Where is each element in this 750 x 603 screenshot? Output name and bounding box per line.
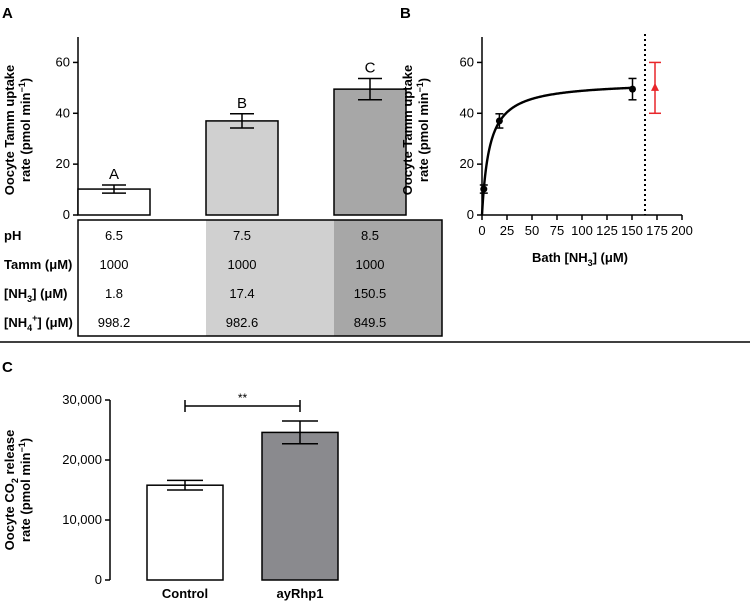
panel-b-y-tick-label: 20 bbox=[460, 156, 474, 171]
panel-b-x-tick-label: 25 bbox=[500, 223, 514, 238]
panel-c-y-tick-label: 30,000 bbox=[62, 392, 102, 407]
panel-a-y-tick-label: 40 bbox=[56, 105, 70, 120]
panel-a-table-cell: 1.8 bbox=[105, 286, 123, 301]
panel-c-ylabel-line2: rate (pmol min−1) bbox=[17, 438, 33, 542]
panel-a-y-tick-label: 20 bbox=[56, 156, 70, 171]
panel-a-bar bbox=[333, 88, 407, 216]
panel-a-table-cell: 150.5 bbox=[354, 286, 387, 301]
panel-c-chart: Oocyte CO2 release rate (pmol min−1) 0 10… bbox=[2, 391, 339, 601]
panel-a-table-cell: 1000 bbox=[100, 257, 129, 272]
panel-b-red-marker bbox=[651, 82, 659, 91]
panel-b-x-tick-label: 150 bbox=[621, 223, 643, 238]
panel-b-data-point bbox=[629, 85, 636, 93]
panel-b-data-point bbox=[480, 185, 488, 193]
panel-b-x-tick-label: 0 bbox=[478, 223, 485, 238]
panel-b-x-tick-label: 75 bbox=[550, 223, 564, 238]
panel-a-table-column-shade bbox=[78, 220, 206, 336]
panel-a-table-cell: 1000 bbox=[228, 257, 257, 272]
panel-a-bar-letter: B bbox=[237, 95, 247, 112]
panel-b-ylabel-line1: Oocyte Tamm uptake bbox=[400, 65, 415, 196]
panel-b-ylabel-line2: rate (pmol min−1) bbox=[415, 78, 431, 182]
panel-b-x-tick-label: 50 bbox=[525, 223, 539, 238]
panel-c-significance-label: ** bbox=[238, 391, 248, 405]
panel-a-y-tick-label: 60 bbox=[56, 54, 70, 69]
panel-b-x-tick-label: 175 bbox=[646, 223, 668, 238]
panel-a-table-cell: 1000 bbox=[356, 257, 385, 272]
panel-b-fit-curve bbox=[480, 86, 633, 216]
panel-b-plot-area: 0 20 40 60 0 25 50 75 100 125 150 175 200 bbox=[460, 34, 693, 238]
panel-a-table-row-label: [NH4+] (μM) bbox=[4, 313, 73, 333]
panel-c-bar bbox=[261, 431, 339, 581]
panel-c-bar bbox=[146, 484, 224, 581]
panel-a-table-cell: 998.2 bbox=[98, 315, 131, 330]
panel-c-y-tick-label: 20,000 bbox=[62, 452, 102, 467]
panel-c-x-category-label: Control bbox=[162, 586, 208, 601]
panel-a-table-row-label: [NH3] (μM) bbox=[4, 286, 68, 304]
panel-b-xlabel: Bath [NH3] (μM) bbox=[532, 250, 628, 268]
panel-c-plot-area: 0 10,000 20,000 30,000 Control ayRhp1 ** bbox=[62, 391, 339, 601]
panel-label-a: A bbox=[2, 5, 13, 22]
panel-b-data-point bbox=[495, 117, 503, 125]
panel-c-ylabel-line1: Oocyte CO2 release bbox=[2, 430, 20, 551]
panel-a-table-cell: 982.6 bbox=[226, 315, 259, 330]
panel-a-chart: Oocyte Tamm uptake rate (pmol min−1) 0 20… bbox=[2, 37, 443, 337]
panel-a-table-cell: 17.4 bbox=[229, 286, 254, 301]
panel-a-table-cell: 849.5 bbox=[354, 315, 387, 330]
panel-c-y-tick-label: 10,000 bbox=[62, 512, 102, 527]
panel-a-table-border bbox=[77, 219, 443, 337]
panel-b-x-tick-label: 125 bbox=[596, 223, 618, 238]
panel-b-chart: Oocyte Tamm uptake rate (pmol min−1) Bat… bbox=[400, 34, 693, 268]
panel-a-bar-letter: A bbox=[109, 166, 119, 183]
panel-a-bar bbox=[205, 120, 279, 216]
panel-b-x-tick-label: 100 bbox=[571, 223, 593, 238]
panel-b-y-tick-label: 0 bbox=[467, 207, 474, 222]
panel-a-condition-table: pH 6.5 7.5 8.5 Tamm (μM) 1000 1000 1000 [NH3] (μ… bbox=[4, 219, 443, 337]
panel-a-ylabel-line1: Oocyte Tamm uptake bbox=[2, 65, 17, 196]
panel-label-b: B bbox=[400, 5, 411, 22]
panel-b-x-tick-label: 200 bbox=[671, 223, 693, 238]
panel-c-x-category-label: ayRhp1 bbox=[277, 586, 324, 601]
panel-a-table-row-label: Tamm (μM) bbox=[4, 257, 72, 272]
panel-a-table-cell: 7.5 bbox=[233, 228, 251, 243]
panel-c-y-tick-label: 0 bbox=[95, 572, 102, 587]
panel-a-y-tick-label: 0 bbox=[63, 207, 70, 222]
panel-a-bar-letter: C bbox=[365, 59, 376, 76]
panel-b-y-tick-label: 40 bbox=[460, 105, 474, 120]
panel-a-table-cell: 6.5 bbox=[105, 228, 123, 243]
panel-label-c: C bbox=[2, 359, 13, 376]
panel-a-table-column-shade bbox=[334, 220, 442, 336]
panel-a-y-axis: 0 20 40 60 bbox=[56, 37, 79, 222]
panel-a-table-cell: 8.5 bbox=[361, 228, 379, 243]
panel-a-bars: A B C bbox=[77, 59, 407, 216]
panel-a-table-row-label: pH bbox=[4, 228, 21, 243]
panel-a-table-column-shade bbox=[206, 220, 334, 336]
panel-a-ylabel-line2: rate (pmol min−1) bbox=[17, 78, 33, 182]
panel-b-y-tick-label: 60 bbox=[460, 54, 474, 69]
